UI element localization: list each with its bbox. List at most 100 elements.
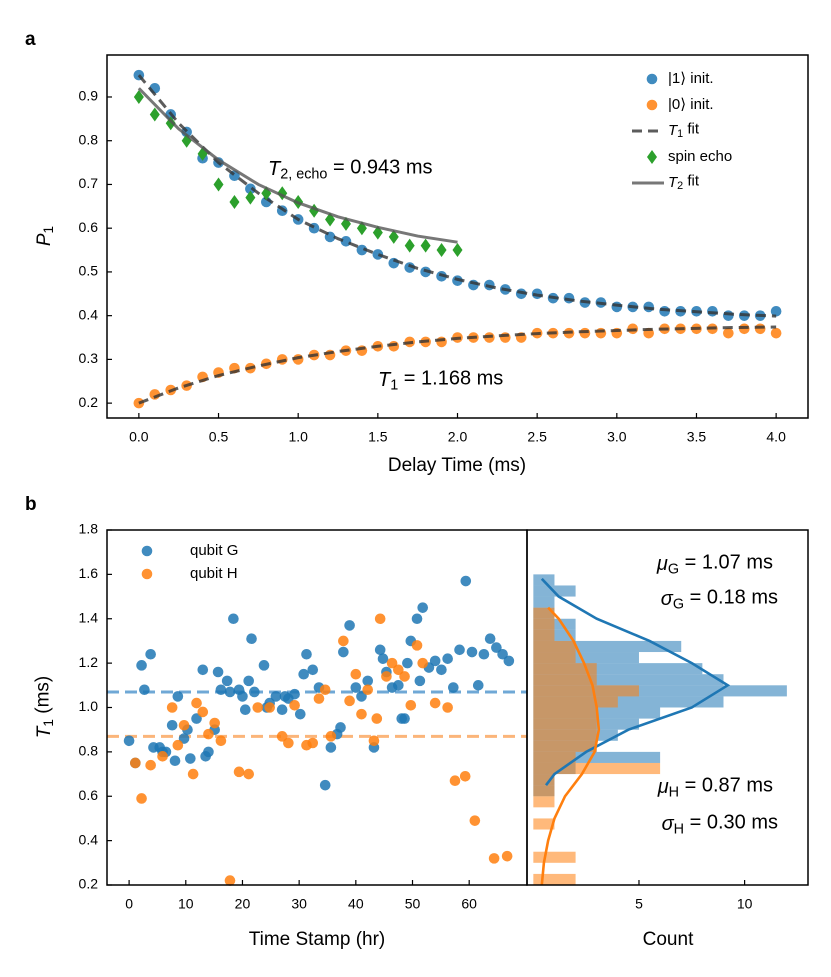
circle-marker (499, 332, 511, 343)
circle-marker (405, 699, 417, 711)
circle-marker (185, 753, 196, 764)
x-axis-label: Delay Time (ms) (388, 455, 526, 476)
text-part: T (268, 158, 282, 180)
hist-bar (533, 674, 597, 686)
circle-marker (197, 706, 209, 718)
circle-marker (307, 737, 319, 749)
y-tick-label: 0.9 (79, 88, 99, 104)
hist-bar (533, 629, 555, 641)
x-tick-label: 2.0 (448, 429, 468, 445)
circle-marker (276, 731, 288, 742)
legend-label: spin echo (668, 148, 732, 165)
circle-marker (191, 713, 202, 724)
circle-marker (488, 853, 500, 864)
hist-bar (533, 640, 682, 653)
circle-marker (301, 648, 312, 660)
text-part: fit (683, 173, 700, 190)
circle-marker (237, 691, 248, 702)
circle-marker (350, 668, 362, 680)
text-part: σ (661, 588, 674, 610)
circle-marker (344, 620, 355, 631)
circle-marker (325, 742, 337, 753)
circle-marker (374, 613, 386, 625)
circle-marker (209, 717, 220, 729)
circle-marker (130, 757, 141, 769)
annotation: T1 = 1.168 ms (378, 368, 503, 394)
subscript: 2 (677, 180, 683, 192)
axes-frame (526, 529, 809, 886)
subscript: 1 (390, 377, 398, 393)
circle-marker (466, 646, 478, 658)
y-axis-label: P1 (34, 226, 56, 246)
circle-marker (123, 735, 135, 747)
axes-frame (106, 54, 809, 419)
legend (632, 73, 664, 185)
circle-marker (723, 327, 734, 339)
x-tick-label: 5 (635, 896, 643, 912)
subscript: H (674, 821, 684, 837)
circle-marker (374, 644, 386, 656)
x-tick-label: 3.0 (607, 429, 627, 445)
circle-marker (283, 737, 294, 749)
text-part: = 1.07 ms (679, 552, 773, 574)
hist-bar (533, 718, 597, 730)
hist-bar (533, 740, 597, 752)
circle-marker (197, 664, 209, 676)
text-part: μ (656, 553, 668, 575)
circle-marker (411, 613, 423, 625)
text-part: = 0.87 ms (679, 775, 773, 797)
legend-label: T2 fit (668, 173, 700, 192)
panel-label: b (25, 494, 37, 515)
diamond-marker (229, 194, 240, 209)
hist-bar (533, 707, 597, 719)
subscript: 1 (41, 719, 56, 727)
text-part: = 0.30 ms (684, 812, 778, 834)
circle-marker (491, 642, 502, 653)
legend-label: T1 fit (668, 121, 700, 140)
legend (141, 545, 153, 580)
circle-marker (442, 653, 453, 664)
y-tick-label: 1.4 (79, 609, 99, 625)
circle-marker (249, 686, 260, 698)
circle-marker (448, 682, 459, 693)
circle-marker (258, 660, 270, 671)
annotation: σG = 0.18 ms (661, 587, 778, 613)
fit-line (138, 325, 777, 405)
diamond-marker (420, 238, 431, 253)
circle-marker (221, 675, 233, 687)
circle-marker (187, 768, 199, 780)
legend-label: qubit G (190, 542, 238, 559)
circle-marker (224, 686, 236, 698)
circle-marker (362, 675, 374, 687)
circle-marker (157, 751, 168, 762)
circle-marker (393, 664, 404, 676)
annotation: μH = 0.87 ms (657, 775, 773, 801)
panel: 0 10 20 30 40 50 60 0.2 0.4 0.6 0.8 1.0 1.2 1.4 1.6 1.8 (79, 521, 478, 912)
circle-marker (344, 695, 355, 707)
circle-marker (145, 648, 156, 660)
circle-marker (459, 770, 471, 782)
circle-marker (754, 323, 766, 335)
circle-marker (239, 704, 251, 716)
circle-marker (417, 657, 429, 669)
circle-marker (139, 684, 150, 696)
circle-marker (501, 850, 513, 862)
diamond-marker (647, 150, 657, 164)
circle-marker (212, 666, 224, 678)
circle-marker (136, 793, 147, 804)
annotation: σH = 0.30 ms (662, 812, 778, 838)
circle-marker (145, 759, 156, 771)
x-tick-label: 0.0 (129, 429, 149, 445)
circle-marker (414, 675, 426, 687)
circle-marker (294, 708, 306, 720)
kde-line (540, 606, 601, 886)
circle-marker (460, 575, 472, 587)
circle-marker (411, 640, 423, 651)
circle-marker (646, 73, 658, 85)
circle-marker (723, 310, 734, 321)
panel: 0.0 0.5 1.0 1.5 2.0 2.5 3.0 3.5 4.0 0.2 0.3 0.4 0.5 0… (79, 88, 787, 445)
x-tick-label: 10 (737, 896, 753, 912)
text-part: μ (657, 776, 669, 798)
circle-marker (356, 708, 367, 720)
